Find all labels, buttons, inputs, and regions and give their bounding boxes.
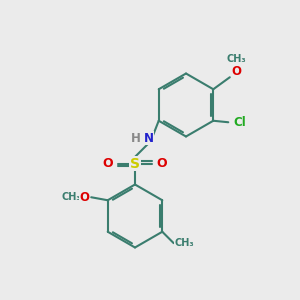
Text: O: O [103,157,113,170]
Text: H: H [131,131,140,145]
Text: O: O [231,65,242,78]
Text: N: N [143,131,154,145]
Text: O: O [80,191,90,204]
Text: Cl: Cl [233,116,246,129]
Text: O: O [157,157,167,170]
Text: S: S [130,157,140,170]
Text: CH₃: CH₃ [61,192,81,202]
Text: CH₃: CH₃ [226,54,246,64]
Text: CH₃: CH₃ [174,238,194,248]
